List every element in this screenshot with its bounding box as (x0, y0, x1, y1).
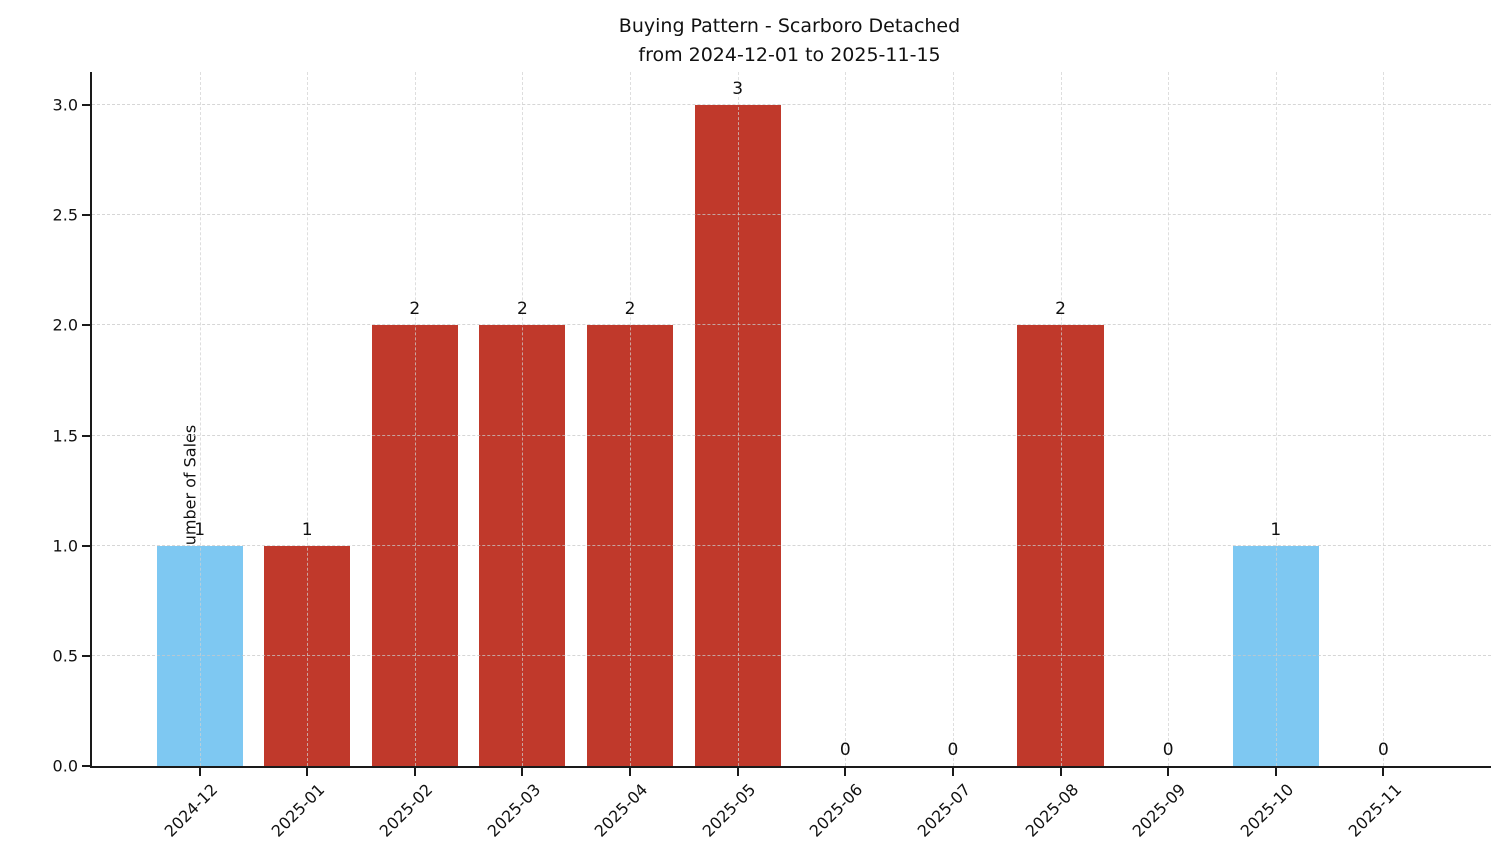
x-tick (1167, 768, 1170, 776)
bar-2025-10 (1232, 545, 1319, 766)
chart-title-line2: from 2024-12-01 to 2025-11-15 (638, 44, 941, 66)
y-tick (82, 324, 90, 327)
x-tick-label: 2025-11 (1344, 780, 1405, 841)
x-tick-label: 2025-09 (1128, 780, 1190, 841)
chart-title-line1: Buying Pattern - Scarboro Detached (618, 15, 961, 37)
x-gridline (737, 72, 739, 766)
y-tick-label: 0.0 (52, 756, 78, 776)
y-tick (82, 544, 90, 547)
y-tick-label: 3.0 (52, 95, 78, 115)
y-gridline (92, 544, 1491, 546)
y-gridline (92, 104, 1491, 106)
x-tick (198, 768, 201, 776)
bar-value-label: 0 (839, 740, 851, 760)
y-tick (82, 765, 90, 767)
x-gridline (414, 72, 416, 766)
y-gridline (92, 324, 1491, 326)
x-tick-label: 2025-04 (590, 780, 652, 841)
x-tick (306, 768, 309, 776)
y-gridline (92, 434, 1491, 436)
x-gridline (630, 72, 632, 766)
x-tick-label: 2024-12 (160, 780, 222, 841)
x-gridline (1168, 72, 1170, 766)
x-gridline (1060, 72, 1062, 766)
bar-2025-03 (479, 325, 566, 766)
x-tick (521, 768, 524, 776)
y-tick-label: 1.5 (52, 426, 78, 446)
plot-area: Number of Sales 0.0 0.5 1.0 1.5 2.0 2.5 3.0 1 20… (53, 72, 1491, 841)
x-tick-label: 2025-06 (806, 780, 867, 841)
y-tick-label: 2.5 (52, 205, 78, 225)
x-tick (629, 768, 632, 776)
bar-value-label: 0 (947, 740, 959, 760)
bar-value-label: 1 (1270, 519, 1282, 540)
x-gridline (307, 72, 309, 766)
bar-value-label: 2 (1055, 299, 1066, 320)
y-tick-label: 0.5 (52, 646, 78, 666)
bar-2025-08 (1017, 325, 1104, 766)
bar-value-label: 3 (732, 79, 744, 100)
y-tick (82, 654, 90, 657)
bar-value-label: 2 (624, 299, 636, 320)
bar-2025-02 (371, 325, 458, 766)
y-tick-label: 2.0 (52, 315, 78, 335)
bar-value-label: 1 (194, 519, 206, 540)
bar-value-label: 0 (1162, 740, 1174, 760)
x-tick-label: 2025-03 (483, 780, 544, 841)
y-gridline (92, 214, 1491, 216)
x-tick (1274, 768, 1277, 776)
x-gridline (199, 72, 201, 766)
x-gridline (952, 72, 954, 766)
chart-title: Buying Pattern - Scarboro Detached from … (90, 12, 1489, 70)
x-tick-label: 2025-01 (267, 780, 329, 841)
x-tick (1059, 768, 1062, 776)
x-tick-label: 2025-08 (1021, 780, 1082, 841)
y-tick (82, 104, 90, 107)
x-gridline (845, 72, 847, 766)
x-tick (1382, 768, 1385, 776)
bar-2024-12 (156, 545, 243, 766)
x-gridline (522, 72, 524, 766)
x-tick-label: 2025-10 (1236, 780, 1298, 841)
y-gridline (92, 654, 1491, 656)
x-tick-label: 2025-05 (698, 780, 760, 841)
bar-value-label: 2 (517, 299, 528, 320)
x-tick (951, 768, 954, 776)
y-tick (82, 434, 90, 437)
bar-value-label: 2 (409, 299, 421, 320)
bar-2025-04 (587, 325, 674, 766)
x-tick (844, 768, 847, 776)
x-tick (736, 768, 739, 776)
x-tick (413, 768, 416, 776)
x-tick-label: 2025-02 (375, 780, 437, 841)
bar-2025-01 (264, 545, 351, 766)
y-tick-label: 1.0 (52, 536, 78, 556)
bar-value-label: 0 (1377, 740, 1389, 760)
x-tick-label: 2025-07 (913, 780, 975, 841)
x-gridline (1383, 72, 1385, 766)
x-gridline (1275, 72, 1277, 766)
y-tick (82, 214, 90, 217)
bar-value-label: 1 (301, 519, 313, 540)
bar-2025-05 (694, 105, 781, 766)
